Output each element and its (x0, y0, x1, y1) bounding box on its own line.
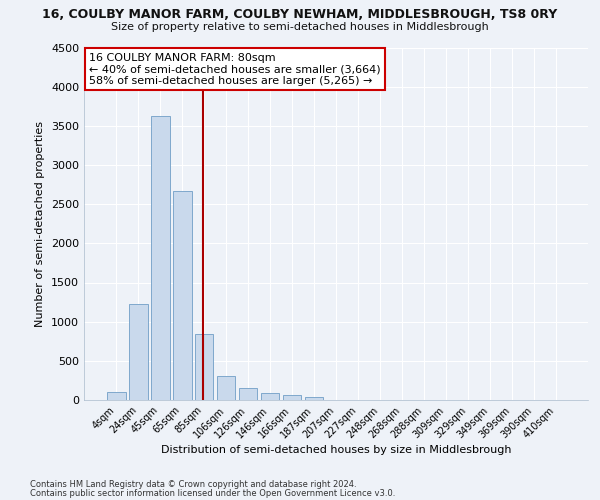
Text: 16 COULBY MANOR FARM: 80sqm
← 40% of semi-detached houses are smaller (3,664)
58: 16 COULBY MANOR FARM: 80sqm ← 40% of sem… (89, 53, 380, 86)
Bar (195, 334, 214, 400)
Text: Contains public sector information licensed under the Open Government Licence v3: Contains public sector information licen… (30, 488, 395, 498)
Bar (261, 393, 280, 400)
Bar (129, 304, 148, 400)
Text: Contains HM Land Registry data © Crown copyright and database right 2024.: Contains HM Land Registry data © Crown c… (30, 480, 356, 489)
Bar (151, 116, 170, 400)
Bar (283, 395, 301, 400)
Bar (239, 388, 257, 400)
Text: Size of property relative to semi-detached houses in Middlesbrough: Size of property relative to semi-detach… (111, 22, 489, 32)
Bar (107, 392, 125, 400)
Bar (217, 376, 235, 400)
Y-axis label: Number of semi-detached properties: Number of semi-detached properties (35, 120, 46, 327)
Bar (173, 191, 191, 400)
Bar (305, 397, 323, 400)
X-axis label: Distribution of semi-detached houses by size in Middlesbrough: Distribution of semi-detached houses by … (161, 446, 511, 456)
Text: 16, COULBY MANOR FARM, COULBY NEWHAM, MIDDLESBROUGH, TS8 0RY: 16, COULBY MANOR FARM, COULBY NEWHAM, MI… (43, 8, 557, 20)
